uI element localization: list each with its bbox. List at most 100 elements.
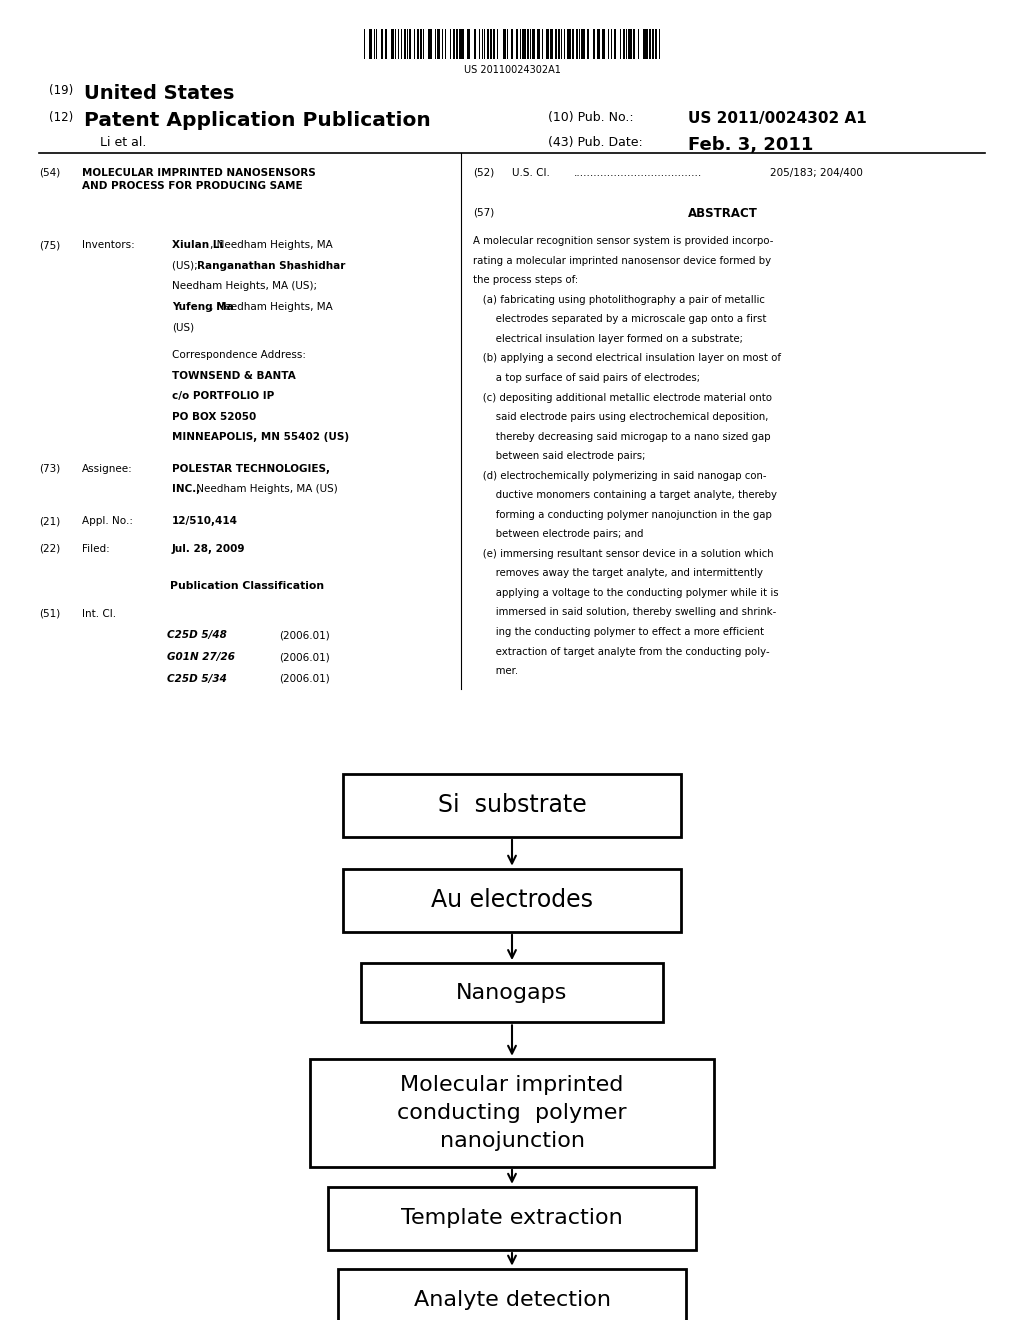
Text: Si  substrate: Si substrate	[437, 793, 587, 817]
Bar	[486, 29, 489, 59]
Text: U.S. Cl.: U.S. Cl.	[512, 168, 550, 178]
Bar	[511, 29, 513, 59]
Bar	[441, 29, 442, 59]
Text: (US);: (US);	[172, 261, 201, 271]
Text: TOWNSEND & BANTA: TOWNSEND & BANTA	[172, 371, 296, 381]
Text: Template extraction: Template extraction	[401, 1208, 623, 1229]
FancyBboxPatch shape	[338, 1269, 686, 1320]
Text: (21): (21)	[39, 516, 60, 527]
Bar	[561, 29, 562, 59]
Bar	[437, 29, 439, 59]
Text: Needham Heights, MA (US): Needham Heights, MA (US)	[193, 484, 338, 495]
Text: (d) electrochemically polymerizing in said nanogap con-: (d) electrochemically polymerizing in sa…	[473, 471, 767, 480]
Bar	[450, 29, 451, 59]
Text: 12/510,414: 12/510,414	[172, 516, 238, 527]
Text: Int. Cl.: Int. Cl.	[82, 609, 116, 619]
Bar	[417, 29, 419, 59]
Bar	[391, 29, 394, 59]
Text: applying a voltage to the conducting polymer while it is: applying a voltage to the conducting pol…	[473, 587, 778, 598]
Text: (b) applying a second electrical insulation layer on most of: (b) applying a second electrical insulat…	[473, 354, 781, 363]
Text: ABSTRACT: ABSTRACT	[688, 207, 758, 220]
Text: , Needham Heights, MA: , Needham Heights, MA	[210, 301, 333, 312]
Text: (52): (52)	[473, 168, 495, 178]
Text: Filed:: Filed:	[82, 544, 110, 554]
Text: c/o PORTFOLIO IP: c/o PORTFOLIO IP	[172, 391, 274, 401]
Bar	[376, 29, 378, 59]
Bar	[410, 29, 411, 59]
Bar	[577, 29, 578, 59]
Text: Assignee:: Assignee:	[82, 463, 133, 474]
Bar	[610, 29, 611, 59]
Text: ductive monomers containing a target analyte, thereby: ductive monomers containing a target ana…	[473, 490, 777, 500]
Bar	[364, 29, 365, 59]
Bar	[567, 29, 570, 59]
Bar	[564, 29, 565, 59]
Bar	[507, 29, 508, 59]
Bar	[658, 29, 659, 59]
Bar	[381, 29, 383, 59]
Text: INC.,: INC.,	[172, 484, 201, 495]
Bar	[519, 29, 521, 59]
Text: (73): (73)	[39, 463, 60, 474]
Text: (51): (51)	[39, 609, 60, 619]
Text: C25D 5/34: C25D 5/34	[167, 673, 226, 684]
FancyBboxPatch shape	[328, 1187, 696, 1250]
Text: Au electrodes: Au electrodes	[431, 888, 593, 912]
Text: ing the conducting polymer to effect a more efficient: ing the conducting polymer to effect a m…	[473, 627, 764, 638]
Text: electrodes separated by a microscale gap onto a first: electrodes separated by a microscale gap…	[473, 314, 767, 325]
Text: (2006.01): (2006.01)	[280, 652, 331, 663]
Bar	[474, 29, 475, 59]
Bar	[397, 29, 398, 59]
Bar	[582, 29, 585, 59]
Text: MINNEAPOLIS, MN 55402 (US): MINNEAPOLIS, MN 55402 (US)	[172, 432, 349, 442]
Text: between said electrode pairs;: between said electrode pairs;	[473, 451, 645, 461]
Bar	[558, 29, 560, 59]
Bar	[602, 29, 604, 59]
Text: between electrode pairs; and: between electrode pairs; and	[473, 529, 644, 540]
Bar	[654, 29, 656, 59]
Bar	[537, 29, 541, 59]
Text: said electrode pairs using electrochemical deposition,: said electrode pairs using electrochemic…	[473, 412, 768, 422]
Bar	[435, 29, 436, 59]
Bar	[597, 29, 600, 59]
Text: ,: ,	[290, 261, 293, 271]
Text: Analyte detection: Analyte detection	[414, 1290, 610, 1311]
Text: PO BOX 52050: PO BOX 52050	[172, 412, 256, 422]
Bar	[550, 29, 553, 59]
Text: (43) Pub. Date:: (43) Pub. Date:	[548, 136, 643, 149]
Bar	[542, 29, 544, 59]
Text: (2006.01): (2006.01)	[280, 630, 331, 640]
Bar	[420, 29, 422, 59]
Bar	[444, 29, 445, 59]
Bar	[629, 29, 632, 59]
Text: 205/183; 204/400: 205/183; 204/400	[770, 168, 863, 178]
Bar	[494, 29, 495, 59]
Text: Molecular imprinted
conducting  polymer
nanojunction: Molecular imprinted conducting polymer n…	[397, 1074, 627, 1151]
Bar	[385, 29, 387, 59]
Text: Yufeng Ma: Yufeng Ma	[172, 301, 233, 312]
Bar	[613, 29, 616, 59]
Text: (19): (19)	[49, 84, 74, 98]
FancyBboxPatch shape	[361, 964, 664, 1022]
Text: Inventors:: Inventors:	[82, 240, 135, 251]
Text: (c) depositing additional metallic electrode material onto: (c) depositing additional metallic elect…	[473, 392, 772, 403]
Bar	[649, 29, 651, 59]
FancyBboxPatch shape	[343, 869, 681, 932]
Bar	[374, 29, 375, 59]
Text: Feb. 3, 2011: Feb. 3, 2011	[688, 136, 813, 154]
Bar	[638, 29, 639, 59]
Text: (54): (54)	[39, 168, 60, 178]
Text: A molecular recognition sensor system is provided incorpo-: A molecular recognition sensor system is…	[473, 236, 773, 247]
Bar	[481, 29, 483, 59]
Bar	[529, 29, 531, 59]
Text: Appl. No.:: Appl. No.:	[82, 516, 133, 527]
Bar	[428, 29, 432, 59]
Bar	[457, 29, 458, 59]
Text: MOLECULAR IMPRINTED NANOSENSORS
AND PROCESS FOR PRODUCING SAME: MOLECULAR IMPRINTED NANOSENSORS AND PROC…	[82, 168, 315, 191]
Text: United States: United States	[84, 84, 234, 103]
Bar	[414, 29, 415, 59]
Bar	[588, 29, 589, 59]
Text: Xiulan Li: Xiulan Li	[172, 240, 223, 251]
Text: (a) fabricating using photolithography a pair of metallic: (a) fabricating using photolithography a…	[473, 294, 765, 305]
Bar	[571, 29, 573, 59]
